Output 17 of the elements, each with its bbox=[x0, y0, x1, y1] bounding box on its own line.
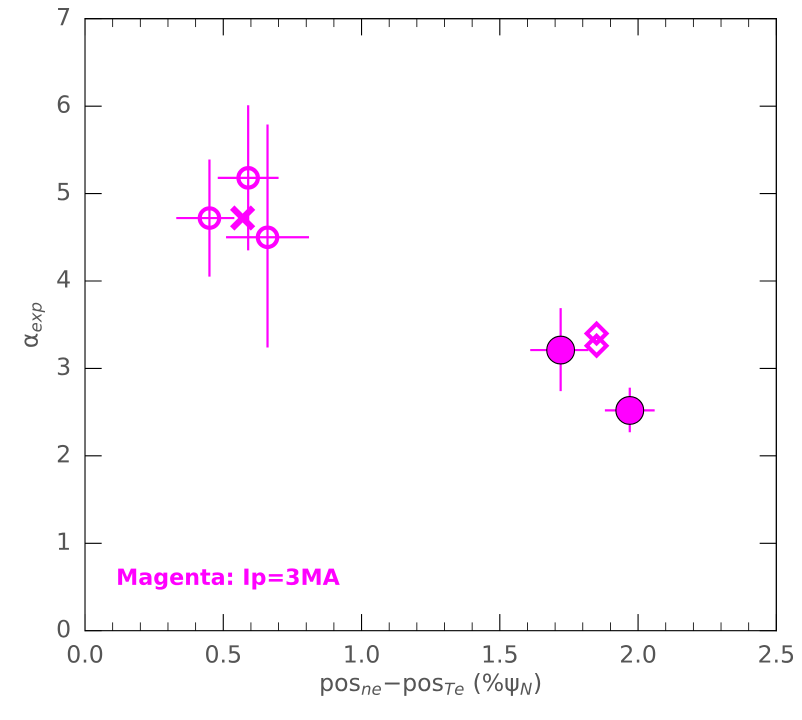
y-axis-title: α$_{exp}$ bbox=[24, 302, 45, 347]
x-tick-label: 2.5 bbox=[759, 645, 794, 663]
x-tick-label: 0.0 bbox=[68, 645, 102, 663]
x-tick-label: 1.0 bbox=[345, 645, 379, 663]
y-tick-label: 4 bbox=[57, 270, 70, 288]
x-tick-label: 2.0 bbox=[621, 645, 656, 663]
y-tick-label: 5 bbox=[58, 182, 70, 200]
y-tick-label: 3 bbox=[58, 357, 70, 376]
annotation: Magenta: Ip=3MA bbox=[118, 568, 340, 590]
x-tick-label: 0.5 bbox=[206, 645, 240, 663]
y-tick-label: 7 bbox=[58, 8, 70, 26]
y-tick-label: 2 bbox=[58, 444, 69, 462]
y-tick-label: 6 bbox=[58, 95, 70, 113]
x-tick-label: 1.5 bbox=[484, 645, 517, 663]
x-axis-title: pos$_{ne}$−pos$_{Te}$ (%ψ$_{N}$) bbox=[321, 673, 540, 696]
y-tick-label: 0 bbox=[58, 620, 70, 638]
y-tick-label: 1 bbox=[58, 532, 69, 550]
